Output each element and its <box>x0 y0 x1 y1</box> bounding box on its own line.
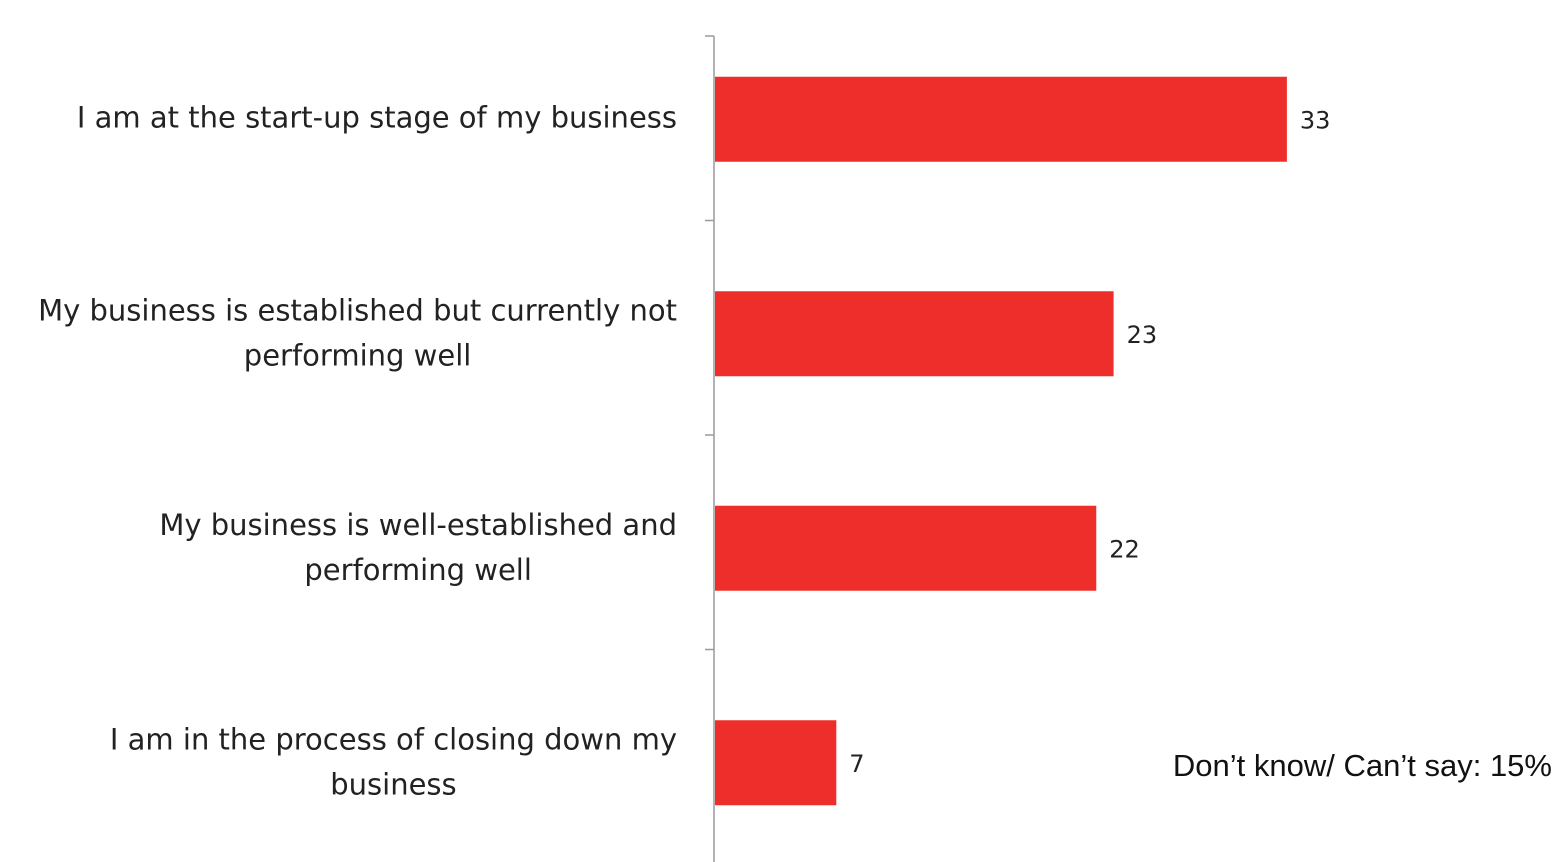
category-label: I am at the start-up stage of my busines… <box>77 100 677 134</box>
category-label-line: business <box>330 767 456 801</box>
data-label: 7 <box>849 750 864 778</box>
data-label: 23 <box>1127 321 1158 349</box>
bar <box>715 76 1287 162</box>
data-label: 33 <box>1300 106 1331 134</box>
bars-layer <box>715 76 1287 806</box>
bar <box>715 720 837 806</box>
category-labels: I am at the start-up stage of my busines… <box>38 100 677 801</box>
category-label-line: My business is well-established and <box>159 508 677 542</box>
bar <box>715 505 1097 591</box>
category-label-line: performing well <box>304 553 532 587</box>
category-label: My business is well-established and perfo… <box>159 508 677 587</box>
value-labels: 33 23 22 7 <box>849 106 1330 778</box>
category-label: I am in the process of closing down my bu… <box>110 722 677 801</box>
dont-know-note: Don’t know/ Can’t say: 15% <box>1172 748 1552 783</box>
category-label-line: My business is established but currently… <box>38 293 677 327</box>
category-label-line: performing well <box>244 338 472 372</box>
bar <box>715 291 1114 377</box>
category-label: My business is established but currently… <box>38 293 677 372</box>
data-label: 22 <box>1109 535 1140 563</box>
category-axis <box>705 35 715 862</box>
category-label-line: I am in the process of closing down my <box>110 722 677 756</box>
